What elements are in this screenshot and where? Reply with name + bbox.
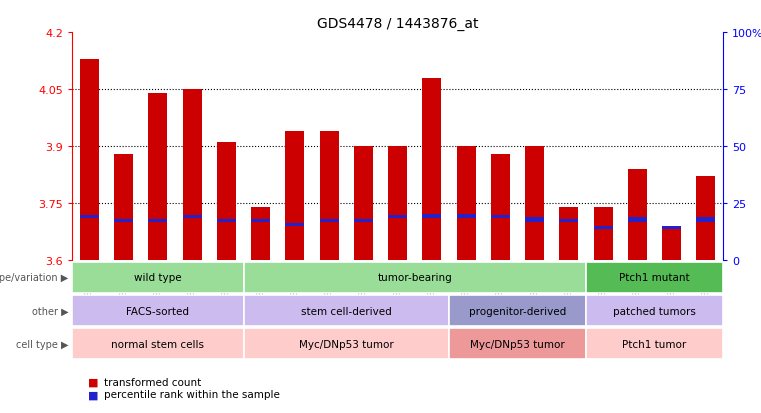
Bar (251, 207, 270, 260)
Bar (320, 219, 339, 222)
Bar (491, 216, 510, 218)
Bar (696, 177, 715, 260)
Text: wild type: wild type (134, 273, 182, 283)
Text: progenitor-derived: progenitor-derived (469, 306, 566, 316)
Text: percentile rank within the sample: percentile rank within the sample (104, 389, 280, 399)
Text: tumor-bearing: tumor-bearing (377, 273, 452, 283)
Text: other ▶: other ▶ (32, 306, 68, 316)
Bar (525, 218, 544, 222)
Bar (422, 214, 441, 218)
Bar (422, 78, 441, 260)
Bar (80, 216, 99, 218)
Title: GDS4478 / 1443876_at: GDS4478 / 1443876_at (317, 17, 479, 31)
Bar (628, 169, 647, 260)
Bar (251, 219, 270, 222)
Bar (594, 207, 613, 260)
Bar (148, 219, 167, 222)
Text: stem cell-derived: stem cell-derived (301, 306, 392, 316)
Bar (183, 216, 202, 218)
Text: patched tumors: patched tumors (613, 306, 696, 316)
Text: ■: ■ (88, 389, 98, 399)
Bar (662, 227, 681, 230)
Bar (388, 216, 407, 218)
Bar (114, 219, 133, 222)
Bar (285, 131, 304, 260)
Bar (628, 218, 647, 222)
Bar (662, 230, 681, 260)
Bar (559, 207, 578, 260)
Bar (594, 227, 613, 230)
Bar (114, 154, 133, 260)
Bar (320, 131, 339, 260)
Text: cell type ▶: cell type ▶ (16, 339, 68, 349)
Bar (285, 223, 304, 226)
Text: transformed count: transformed count (104, 377, 202, 387)
Bar (696, 218, 715, 222)
Text: normal stem cells: normal stem cells (111, 339, 205, 349)
Bar (183, 90, 202, 260)
Text: Myc/DNp53 tumor: Myc/DNp53 tumor (470, 339, 565, 349)
Text: Ptch1 tumor: Ptch1 tumor (622, 339, 686, 349)
Text: ■: ■ (88, 377, 98, 387)
Bar (559, 219, 578, 222)
Bar (525, 147, 544, 260)
Bar (491, 154, 510, 260)
Text: genotype/variation ▶: genotype/variation ▶ (0, 273, 68, 283)
Bar (354, 147, 373, 260)
Text: Myc/DNp53 tumor: Myc/DNp53 tumor (299, 339, 393, 349)
Text: FACS-sorted: FACS-sorted (126, 306, 189, 316)
Bar (80, 59, 99, 260)
Text: Ptch1 mutant: Ptch1 mutant (619, 273, 689, 283)
Bar (217, 143, 236, 260)
Bar (354, 219, 373, 222)
Bar (148, 94, 167, 260)
Bar (388, 147, 407, 260)
Bar (217, 219, 236, 222)
Bar (457, 147, 476, 260)
Bar (457, 214, 476, 218)
